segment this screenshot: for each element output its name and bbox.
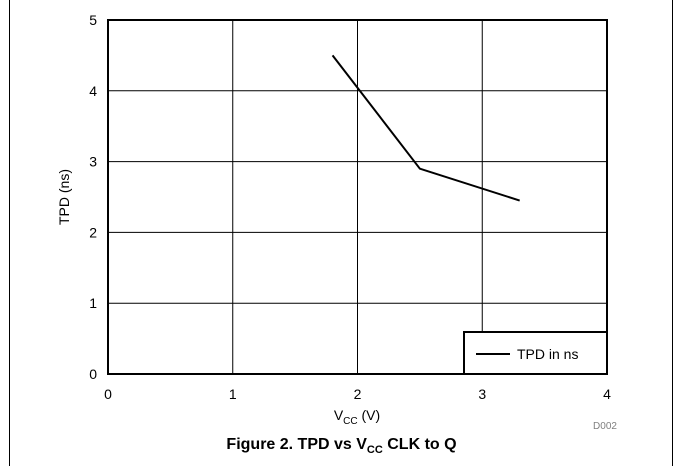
figure-caption: Figure 2. TPD vs VCC CLK to Q	[226, 436, 457, 457]
x-axis-label: VCC (V)	[334, 407, 380, 427]
plot-area	[107, 19, 608, 375]
y-tick-label: 1	[89, 295, 97, 311]
series-layer	[331, 54, 520, 202]
x-tick-label: 3	[478, 386, 486, 402]
y-tick-label: 4	[89, 83, 97, 99]
legend-box	[463, 331, 608, 375]
x-tick-label: 1	[229, 386, 237, 402]
y-tick-label: 2	[89, 224, 97, 240]
legend: TPD in ns	[463, 331, 608, 375]
x-tick-labels: 0 1 2 3 4	[104, 386, 611, 402]
x-tick-label: 0	[104, 386, 112, 402]
figure-code: D002	[593, 421, 617, 432]
series-line-tpd	[331, 54, 520, 202]
x-tick-label: 2	[354, 386, 362, 402]
legend-label-tpd: TPD in ns	[517, 346, 578, 362]
y-axis-label: TPD (ns)	[56, 169, 72, 225]
y-tick-label: 5	[89, 12, 97, 28]
y-tick-labels: 0 1 2 3 4 5	[89, 12, 97, 382]
x-tick-label: 4	[603, 386, 611, 402]
figure-frame	[9, 0, 673, 466]
y-tick-label: 0	[89, 366, 97, 382]
y-tick-label: 3	[89, 154, 97, 170]
grid	[108, 20, 607, 374]
